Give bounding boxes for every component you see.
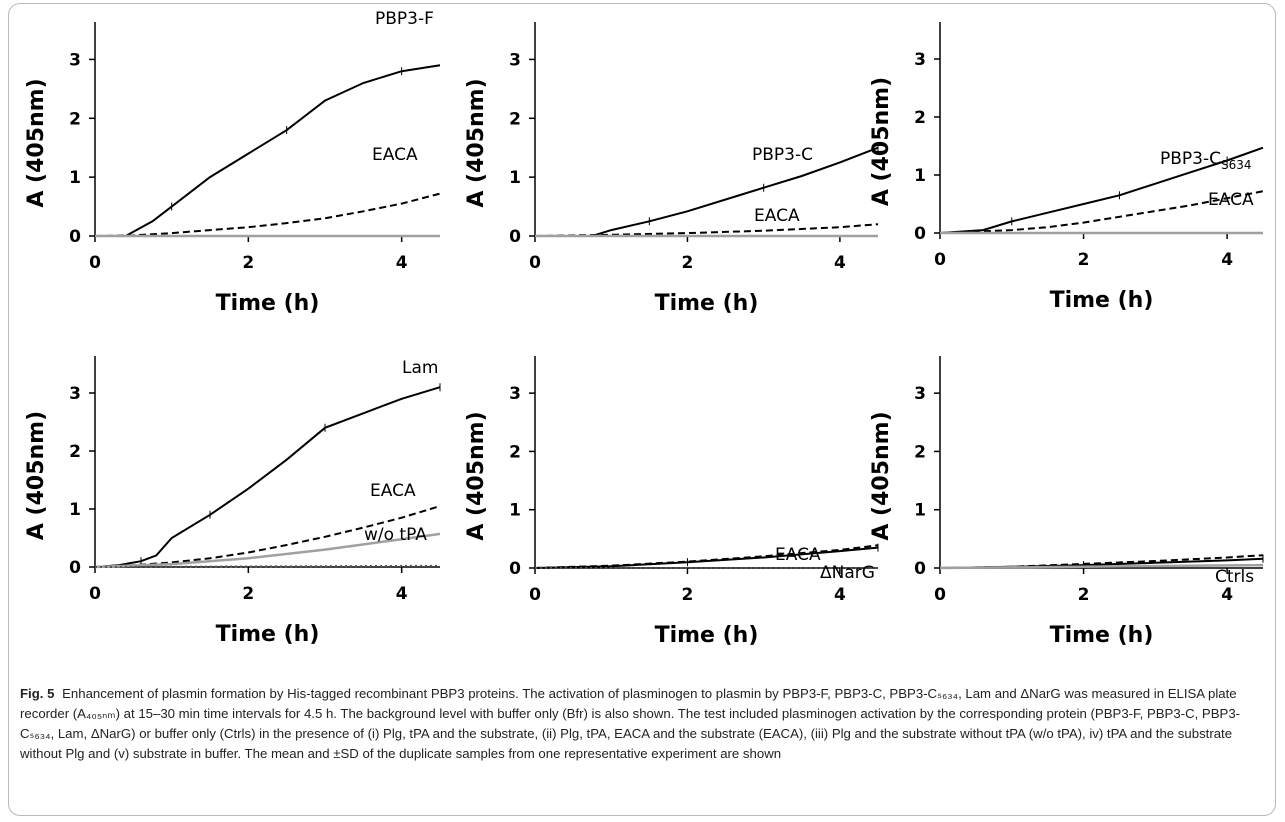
x-tick-label: 4 [1221, 250, 1233, 270]
y-tick-label: 0 [509, 559, 521, 579]
y-tick-label: 2 [69, 442, 81, 462]
series-label: Lam [402, 358, 438, 378]
series-line-eaca [939, 190, 1264, 234]
series-line-eaca [534, 223, 879, 237]
x-tick-label: 2 [682, 253, 694, 273]
figure-caption: Fig. 5 Enhancement of plasmin formation … [20, 684, 1265, 764]
y-tick-label: 3 [69, 50, 81, 70]
x-axis-title: Time (h) [1050, 623, 1154, 648]
y-tick-label: 0 [914, 224, 926, 244]
figure-label: Fig. 5 [20, 686, 55, 701]
series-label: EACA [754, 206, 800, 226]
x-tick-label: 4 [834, 253, 846, 273]
x-tick-label: 4 [396, 253, 408, 273]
series-line-pbp3-f [125, 64, 441, 237]
y-tick-label: 3 [914, 50, 926, 70]
series-label: EACA [775, 545, 821, 565]
y-axis-title: A (405nm) [464, 78, 489, 207]
y-tick-label: 2 [509, 442, 521, 462]
series-label: Ctrls [1215, 567, 1254, 587]
series-label: EACA [370, 481, 416, 501]
series-label: EACA [372, 145, 418, 165]
y-tick-label: 2 [914, 108, 926, 128]
x-tick-label: 4 [834, 585, 846, 605]
y-tick-label: 3 [914, 384, 926, 404]
x-tick-label: 0 [529, 585, 541, 605]
y-axis-title: A (405nm) [464, 411, 489, 540]
chart-panel-6: 0 1 2 3 0 2 4 Time (h) A (405nm) Ctrls [869, 356, 1264, 648]
series-label: w/o tPA [364, 525, 427, 545]
chart-panel-1: 0 1 2 3 0 2 4 Time (h) A (405nm) PBP3-F EACA [24, 9, 441, 316]
chart-panel-3: 0 1 2 3 0 2 4 Time (h) A (405nm) PBP3-CS634 EACA [869, 22, 1264, 313]
chart-panel-2: 0 1 2 3 0 2 4 Time (h) A (405nm) PBP3-C EACA [464, 22, 879, 316]
y-tick-label: 1 [914, 501, 926, 521]
series-label: PBP3-C [752, 145, 813, 165]
series-line-pbp3-c [591, 146, 879, 237]
x-axis-title: Time (h) [216, 622, 320, 647]
series-label: PBP3-CS634 [1160, 149, 1252, 172]
x-tick-label: 2 [1078, 585, 1090, 605]
y-tick-label: 3 [69, 384, 81, 404]
y-tick-label: 1 [69, 500, 81, 520]
figure-frame [8, 3, 1276, 816]
x-tick-label: 4 [1221, 585, 1233, 605]
x-tick-label: 0 [529, 253, 541, 273]
series-line-pbp3-c [939, 146, 1264, 234]
y-tick-label: 3 [509, 50, 521, 70]
x-axis-title: Time (h) [1050, 288, 1154, 313]
x-tick-label: 0 [89, 253, 101, 273]
y-tick-label: 1 [509, 168, 521, 188]
series-line-eaca [94, 192, 441, 237]
y-axis-title: A (405nm) [24, 78, 49, 207]
x-tick-label: 2 [1078, 250, 1090, 270]
series-line-baseline [939, 563, 1264, 570]
y-axis-title: A (405nm) [869, 411, 894, 540]
y-tick-label: 2 [509, 109, 521, 129]
y-tick-label: 3 [509, 384, 521, 404]
x-tick-label: 4 [396, 584, 408, 604]
y-tick-label: 1 [509, 501, 521, 521]
y-tick-label: 0 [914, 559, 926, 579]
y-tick-label: 1 [69, 168, 81, 188]
y-tick-label: 0 [509, 227, 521, 247]
x-tick-label: 0 [89, 584, 101, 604]
y-tick-label: 2 [914, 442, 926, 462]
chart-panel-4: 0 1 2 3 0 2 4 Time (h) A (405nm) Lam EACA w/o tPA [24, 356, 441, 647]
y-tick-label: 1 [914, 166, 926, 186]
y-tick-label: 2 [69, 109, 81, 129]
figure-panels: 0 1 2 3 0 2 4 Time (h) A (405nm) PBP3-F EACA 0 1 2 3 0 2… [24, 9, 1264, 648]
x-tick-label: 0 [934, 585, 946, 605]
series-line-w-o-tpa [94, 532, 441, 569]
figure-caption-text: Enhancement of plasmin formation by His-… [20, 686, 1241, 761]
x-tick-label: 2 [242, 253, 254, 273]
series-label: EACA [1208, 190, 1254, 210]
x-axis-title: Time (h) [655, 623, 759, 648]
series-line-eaca [534, 544, 879, 569]
y-tick-label: 0 [69, 227, 81, 247]
x-axis-title: Time (h) [655, 291, 759, 316]
x-tick-label: 2 [682, 585, 694, 605]
y-axis-title: A (405nm) [869, 77, 894, 206]
x-tick-label: 2 [242, 584, 254, 604]
series-line-lam [94, 386, 441, 568]
y-axis-title: A (405nm) [24, 411, 49, 540]
x-axis-title: Time (h) [216, 291, 320, 316]
y-tick-label: 0 [69, 558, 81, 578]
series-label: ΔNarG [820, 563, 875, 583]
series-label: PBP3-F [375, 9, 434, 29]
x-tick-label: 0 [934, 250, 946, 270]
